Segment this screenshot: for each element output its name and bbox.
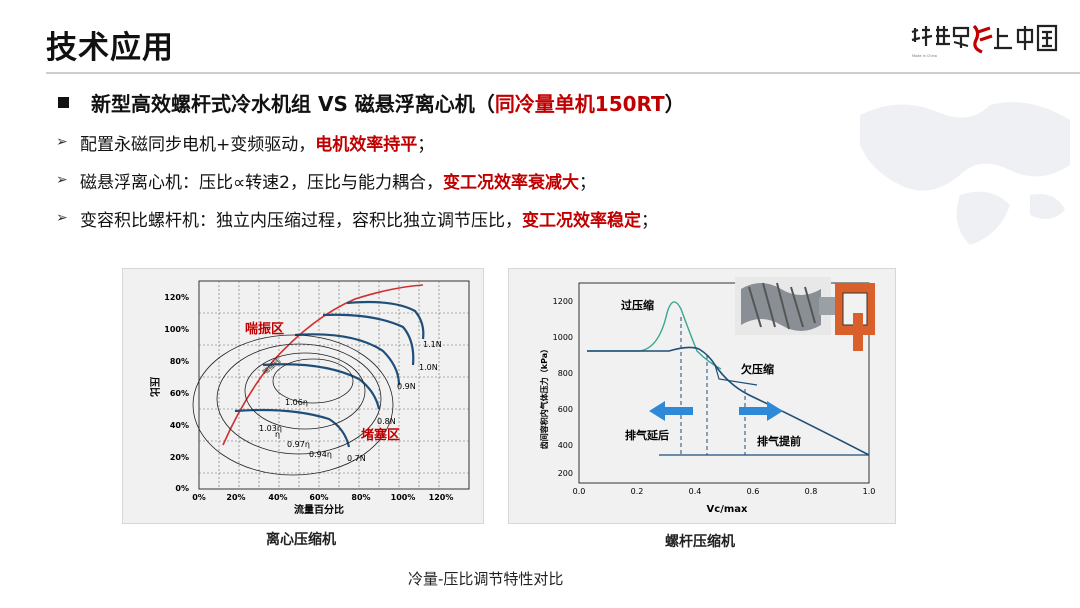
speed-label: 0.7N bbox=[347, 454, 366, 463]
efficiency-label: 1.03η bbox=[259, 424, 282, 433]
y-tick: 100% bbox=[164, 325, 189, 334]
x-tick: 40% bbox=[268, 493, 287, 502]
y-tick: 20% bbox=[170, 453, 189, 462]
centrifugal-chart-panel: 120% 100% 80% 60% 40% 20% 0% 0% 20% 40% … bbox=[122, 268, 484, 524]
list-item: ➢ 磁悬浮离心机：压比∝转速2，压比与能力耦合， 变工况效率衰减大； bbox=[56, 169, 658, 193]
x-tick: 0.4 bbox=[689, 487, 702, 496]
y-tick: 800 bbox=[558, 369, 573, 378]
y-axis-label: 压比 bbox=[148, 377, 161, 397]
arrow-bullet-icon: ➢ bbox=[56, 172, 68, 188]
x-tick: 120% bbox=[429, 493, 454, 502]
title-divider bbox=[46, 72, 1080, 74]
headline-highlight: 同冷量单机150RT bbox=[494, 92, 665, 116]
bullet-text: 变容积比螺杆机：独立内压缩过程，容积比独立调节压比， bbox=[80, 210, 522, 231]
efficiency-label: 0.97η bbox=[287, 440, 310, 449]
centrifugal-chart: 120% 100% 80% 60% 40% 20% 0% 0% 20% 40% … bbox=[148, 280, 470, 516]
surge-line bbox=[222, 284, 424, 446]
under-compression-label: 欠压缩 bbox=[741, 362, 774, 376]
footer-caption: 冷量-压比调节特性对比 bbox=[408, 570, 564, 588]
list-item: ➢ 配置永磁同步电机+变频驱动， 电机效率持平； bbox=[56, 131, 658, 155]
over-compression-label: 过压缩 bbox=[621, 298, 654, 312]
square-bullet-icon bbox=[58, 97, 69, 108]
discharge-drop bbox=[714, 364, 758, 386]
centrifugal-caption: 离心压缩机 bbox=[266, 532, 336, 548]
bullet-highlight: 变工况效率稳定 bbox=[522, 210, 641, 231]
bullet-text: 配置永磁同步电机+变频驱动， bbox=[80, 134, 316, 155]
speed-label: 1.1N bbox=[423, 340, 442, 349]
arrow-right-icon bbox=[739, 401, 783, 421]
over-compression-curve bbox=[587, 301, 722, 370]
screw-chart: 1200 1000 800 600 400 200 0.0 0.2 0.4 0.… bbox=[539, 277, 876, 515]
bullet-text: 磁悬浮离心机：压比∝转速2，压比与能力耦合， bbox=[80, 172, 443, 193]
y-tick: 0% bbox=[175, 484, 189, 493]
y-tick: 60% bbox=[170, 389, 189, 398]
x-axis-label: Vc/max bbox=[707, 504, 748, 515]
brand-logo-icon: Made in China bbox=[911, 24, 1058, 58]
y-tick: 1000 bbox=[553, 333, 573, 342]
arrow-bullet-icon: ➢ bbox=[56, 210, 68, 226]
y-tick: 600 bbox=[558, 405, 573, 414]
y-tick: 200 bbox=[558, 469, 573, 478]
x-tick: 80% bbox=[351, 493, 370, 502]
headline-end: ） bbox=[664, 92, 685, 116]
speed-label: 0.8N bbox=[377, 417, 396, 426]
y-axis-label: 齿间容积内气体压力（kPa） bbox=[539, 345, 549, 449]
late-discharge-label: 排气延后 bbox=[625, 428, 669, 442]
bullet-tail: ； bbox=[578, 172, 596, 193]
y-tick: 80% bbox=[170, 357, 189, 366]
y-tick: 40% bbox=[170, 421, 189, 430]
headline: 新型高效螺杆式冷水机组 VS 磁悬浮离心机（ 同冷量单机150RT） bbox=[58, 88, 685, 117]
x-tick: 0.6 bbox=[747, 487, 760, 496]
speed-lines bbox=[234, 300, 425, 448]
efficiency-curves bbox=[192, 334, 394, 476]
x-tick: 60% bbox=[309, 493, 328, 502]
x-tick: 0.0 bbox=[573, 487, 586, 496]
world-map-icon bbox=[860, 102, 1070, 245]
y-tick: 120% bbox=[164, 293, 189, 302]
normal-compression-curve bbox=[587, 346, 870, 456]
surge-region-label: 喘振区 bbox=[245, 321, 284, 337]
x-tick: 0.8 bbox=[805, 487, 818, 496]
arrow-bullet-icon: ➢ bbox=[56, 134, 68, 150]
early-discharge-label: 排气提前 bbox=[757, 434, 801, 448]
headline-main: 新型高效螺杆式冷水机组 VS 磁悬浮离心机（ bbox=[91, 92, 495, 116]
bullet-tail: ； bbox=[417, 134, 435, 155]
svg-text:Made in China: Made in China bbox=[912, 54, 937, 58]
screw-caption: 螺杆压缩机 bbox=[665, 534, 735, 550]
efficiency-label: 1.06η bbox=[285, 398, 308, 407]
speed-label: 0.9N bbox=[397, 382, 416, 391]
speed-label: 1.0N bbox=[419, 363, 438, 372]
efficiency-label: η bbox=[275, 430, 280, 439]
bullet-highlight: 变工况效率衰减大 bbox=[442, 172, 579, 193]
choke-region-label: 堵塞区 bbox=[361, 427, 400, 443]
x-tick: 100% bbox=[391, 493, 416, 502]
x-tick: 0% bbox=[192, 493, 206, 502]
y-tick: 400 bbox=[558, 441, 573, 450]
y-tick: 1200 bbox=[553, 297, 573, 306]
bullet-tail: ； bbox=[641, 210, 658, 231]
x-tick: 20% bbox=[226, 493, 245, 502]
page-title: 技术应用 bbox=[46, 30, 174, 66]
x-axis-label: 流量百分比 bbox=[294, 503, 344, 516]
x-tick: 0.2 bbox=[631, 487, 644, 496]
bullet-list: ➢ 配置永磁同步电机+变频驱动， 电机效率持平； ➢ 磁悬浮离心机：压比∝转速2，… bbox=[56, 131, 658, 245]
x-tick: 1.0 bbox=[863, 487, 876, 496]
screw-rotor-icon bbox=[735, 277, 875, 351]
list-item: ➢ 变容积比螺杆机：独立内压缩过程，容积比独立调节压比， 变工况效率稳定； bbox=[56, 207, 658, 231]
efficiency-label: 0.94η bbox=[309, 450, 332, 459]
arrow-left-icon bbox=[649, 401, 693, 421]
screw-chart-panel: 1200 1000 800 600 400 200 0.0 0.2 0.4 0.… bbox=[508, 268, 896, 524]
bullet-highlight: 电机效率持平 bbox=[315, 134, 418, 155]
